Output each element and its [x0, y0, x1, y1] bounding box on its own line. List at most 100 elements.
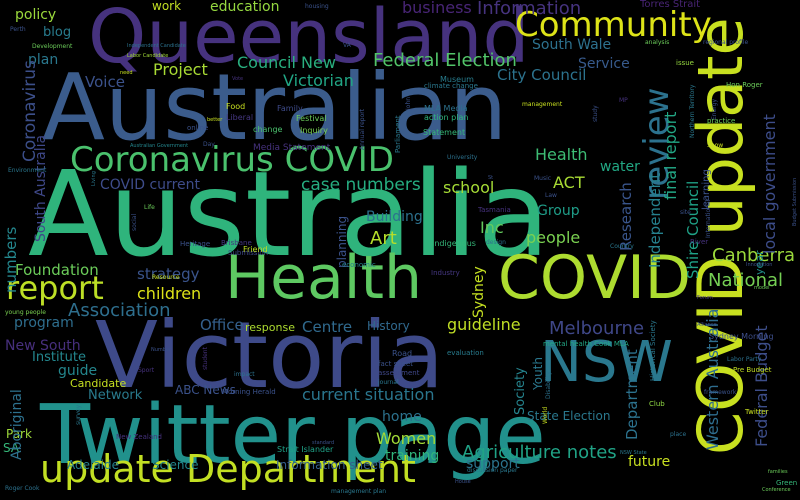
cloud-word: Country [610, 243, 634, 250]
cloud-word: Strait Islander [277, 445, 334, 454]
cloud-word: framework [704, 389, 737, 396]
cloud-word: Indigenous [432, 239, 476, 248]
cloud-word: Association [68, 300, 171, 321]
cloud-word: Australia [28, 145, 550, 283]
cloud-word: fact sheet [378, 360, 414, 368]
cloud-word: Information sheet [276, 458, 383, 472]
cloud-word: education [210, 0, 280, 15]
cloud-word: Network [88, 388, 143, 403]
cloud-word: Research [617, 182, 635, 251]
cloud-word: policy [15, 7, 57, 23]
cloud-word: Australian Government [130, 143, 189, 149]
cloud-word: Melbourne [549, 318, 645, 339]
cloud-word: housing [305, 3, 329, 10]
cloud-word: South Wale [532, 37, 612, 53]
cloud-word: site [680, 209, 691, 216]
cloud-word: program [14, 315, 74, 331]
cloud-word: Information [477, 0, 582, 19]
cloud-word: Industry [431, 269, 460, 277]
cloud-word: Science [152, 458, 199, 472]
cloud-word: Law [545, 192, 557, 199]
cloud-word: final report [661, 111, 680, 200]
cloud-word: survey [75, 404, 82, 425]
cloud-word: Health [225, 243, 423, 313]
cloud-word: New South [5, 338, 81, 354]
cloud-word: Community [515, 5, 712, 45]
cloud-word: City Council [497, 66, 587, 84]
cloud-word: Vote [232, 76, 244, 82]
cloud-word: History [367, 319, 410, 333]
cloud-word: training [385, 448, 440, 464]
cloud-word: Roger Cook [5, 485, 40, 492]
cloud-word: mental health Cook MLA [543, 340, 629, 348]
cloud-word: River [690, 238, 709, 246]
cloud-word: Western Australia [703, 308, 722, 450]
cloud-word: Canberra [712, 245, 796, 266]
cloud-word: Day [203, 141, 215, 148]
cloud-word: Inquiry [300, 126, 328, 135]
cloud-word: analysis [645, 39, 670, 46]
cloud-word: Women [376, 429, 437, 448]
cloud-word: Building [366, 209, 423, 225]
cloud-word: Environment [8, 167, 47, 174]
cloud-word: Shire Council [684, 180, 702, 279]
cloud-word: Foundation [15, 261, 99, 279]
cloud-word: Submission [228, 249, 269, 257]
cloud-word: management plan [331, 488, 387, 495]
cloud-word: issue [676, 59, 694, 67]
cloud-word: current situation [302, 385, 435, 404]
cloud-word: MLA Media [424, 104, 468, 113]
cloud-word: standard [312, 440, 335, 446]
cloud-word: Budget Submission [792, 177, 798, 226]
cloud-word: Coronavirus COVID [70, 140, 394, 180]
cloud-word: management [522, 101, 563, 108]
cloud-word: Adelaide [67, 458, 120, 472]
cloud-word: COVID [498, 243, 692, 313]
cloud-word: Labor Party [727, 356, 762, 363]
cloud-word: International [705, 199, 712, 238]
cloud-word: SA [3, 441, 20, 455]
cloud-word: MP [619, 97, 628, 104]
cloud-word: House [455, 479, 471, 485]
cloud-word: families [768, 469, 788, 475]
cloud-word: World [542, 406, 549, 424]
cloud-word: St [488, 175, 494, 181]
cloud-word: Sport [138, 367, 155, 374]
cloud-word: Project [153, 60, 208, 79]
cloud-word: VA [343, 42, 351, 49]
cloud-word: Heritage [180, 240, 211, 248]
cloud-word: State Election [527, 409, 611, 423]
cloud-word: design [486, 239, 506, 246]
cloud-word: support [466, 456, 520, 472]
cloud-word: ACT [553, 173, 585, 192]
cloud-word: need [120, 70, 133, 76]
cloud-word: change [253, 125, 283, 134]
cloud-word: evaluation [447, 349, 484, 357]
cloud-word: guideline [447, 315, 521, 334]
cloud-word: Federal Budget [752, 325, 771, 447]
cloud-word: Disability [545, 371, 552, 399]
cloud-word: Park [6, 427, 32, 441]
cloud-word: Brisbane [221, 239, 252, 247]
cloud-word: New Zealand [116, 433, 162, 441]
cloud-word: place [670, 431, 687, 438]
cloud-word: business [402, 0, 472, 17]
cloud-word: Queensland [88, 0, 530, 80]
cloud-word: Institute [32, 350, 86, 365]
cloud-word: strategy [137, 265, 200, 283]
cloud-word: NSW [540, 330, 673, 395]
cloud-word: Parliament [394, 115, 402, 153]
cloud-word: Innovation [746, 262, 773, 268]
cloud-word: social [131, 213, 138, 231]
cloud-word: children [137, 284, 202, 303]
cloud-word: Liberal [226, 113, 254, 122]
cloud-word: work [152, 0, 182, 13]
cloud-word: Alliance [697, 322, 717, 328]
cloud-word: Historical Society [649, 320, 657, 381]
cloud-word: Office [200, 316, 244, 334]
cloud-word: Sydney Morning [709, 332, 774, 341]
cloud-word: young people [5, 309, 46, 316]
cloud-word: Victorian [283, 71, 354, 90]
cloud-word: Aboriginal [9, 389, 25, 460]
cloud-word: home [382, 409, 422, 425]
